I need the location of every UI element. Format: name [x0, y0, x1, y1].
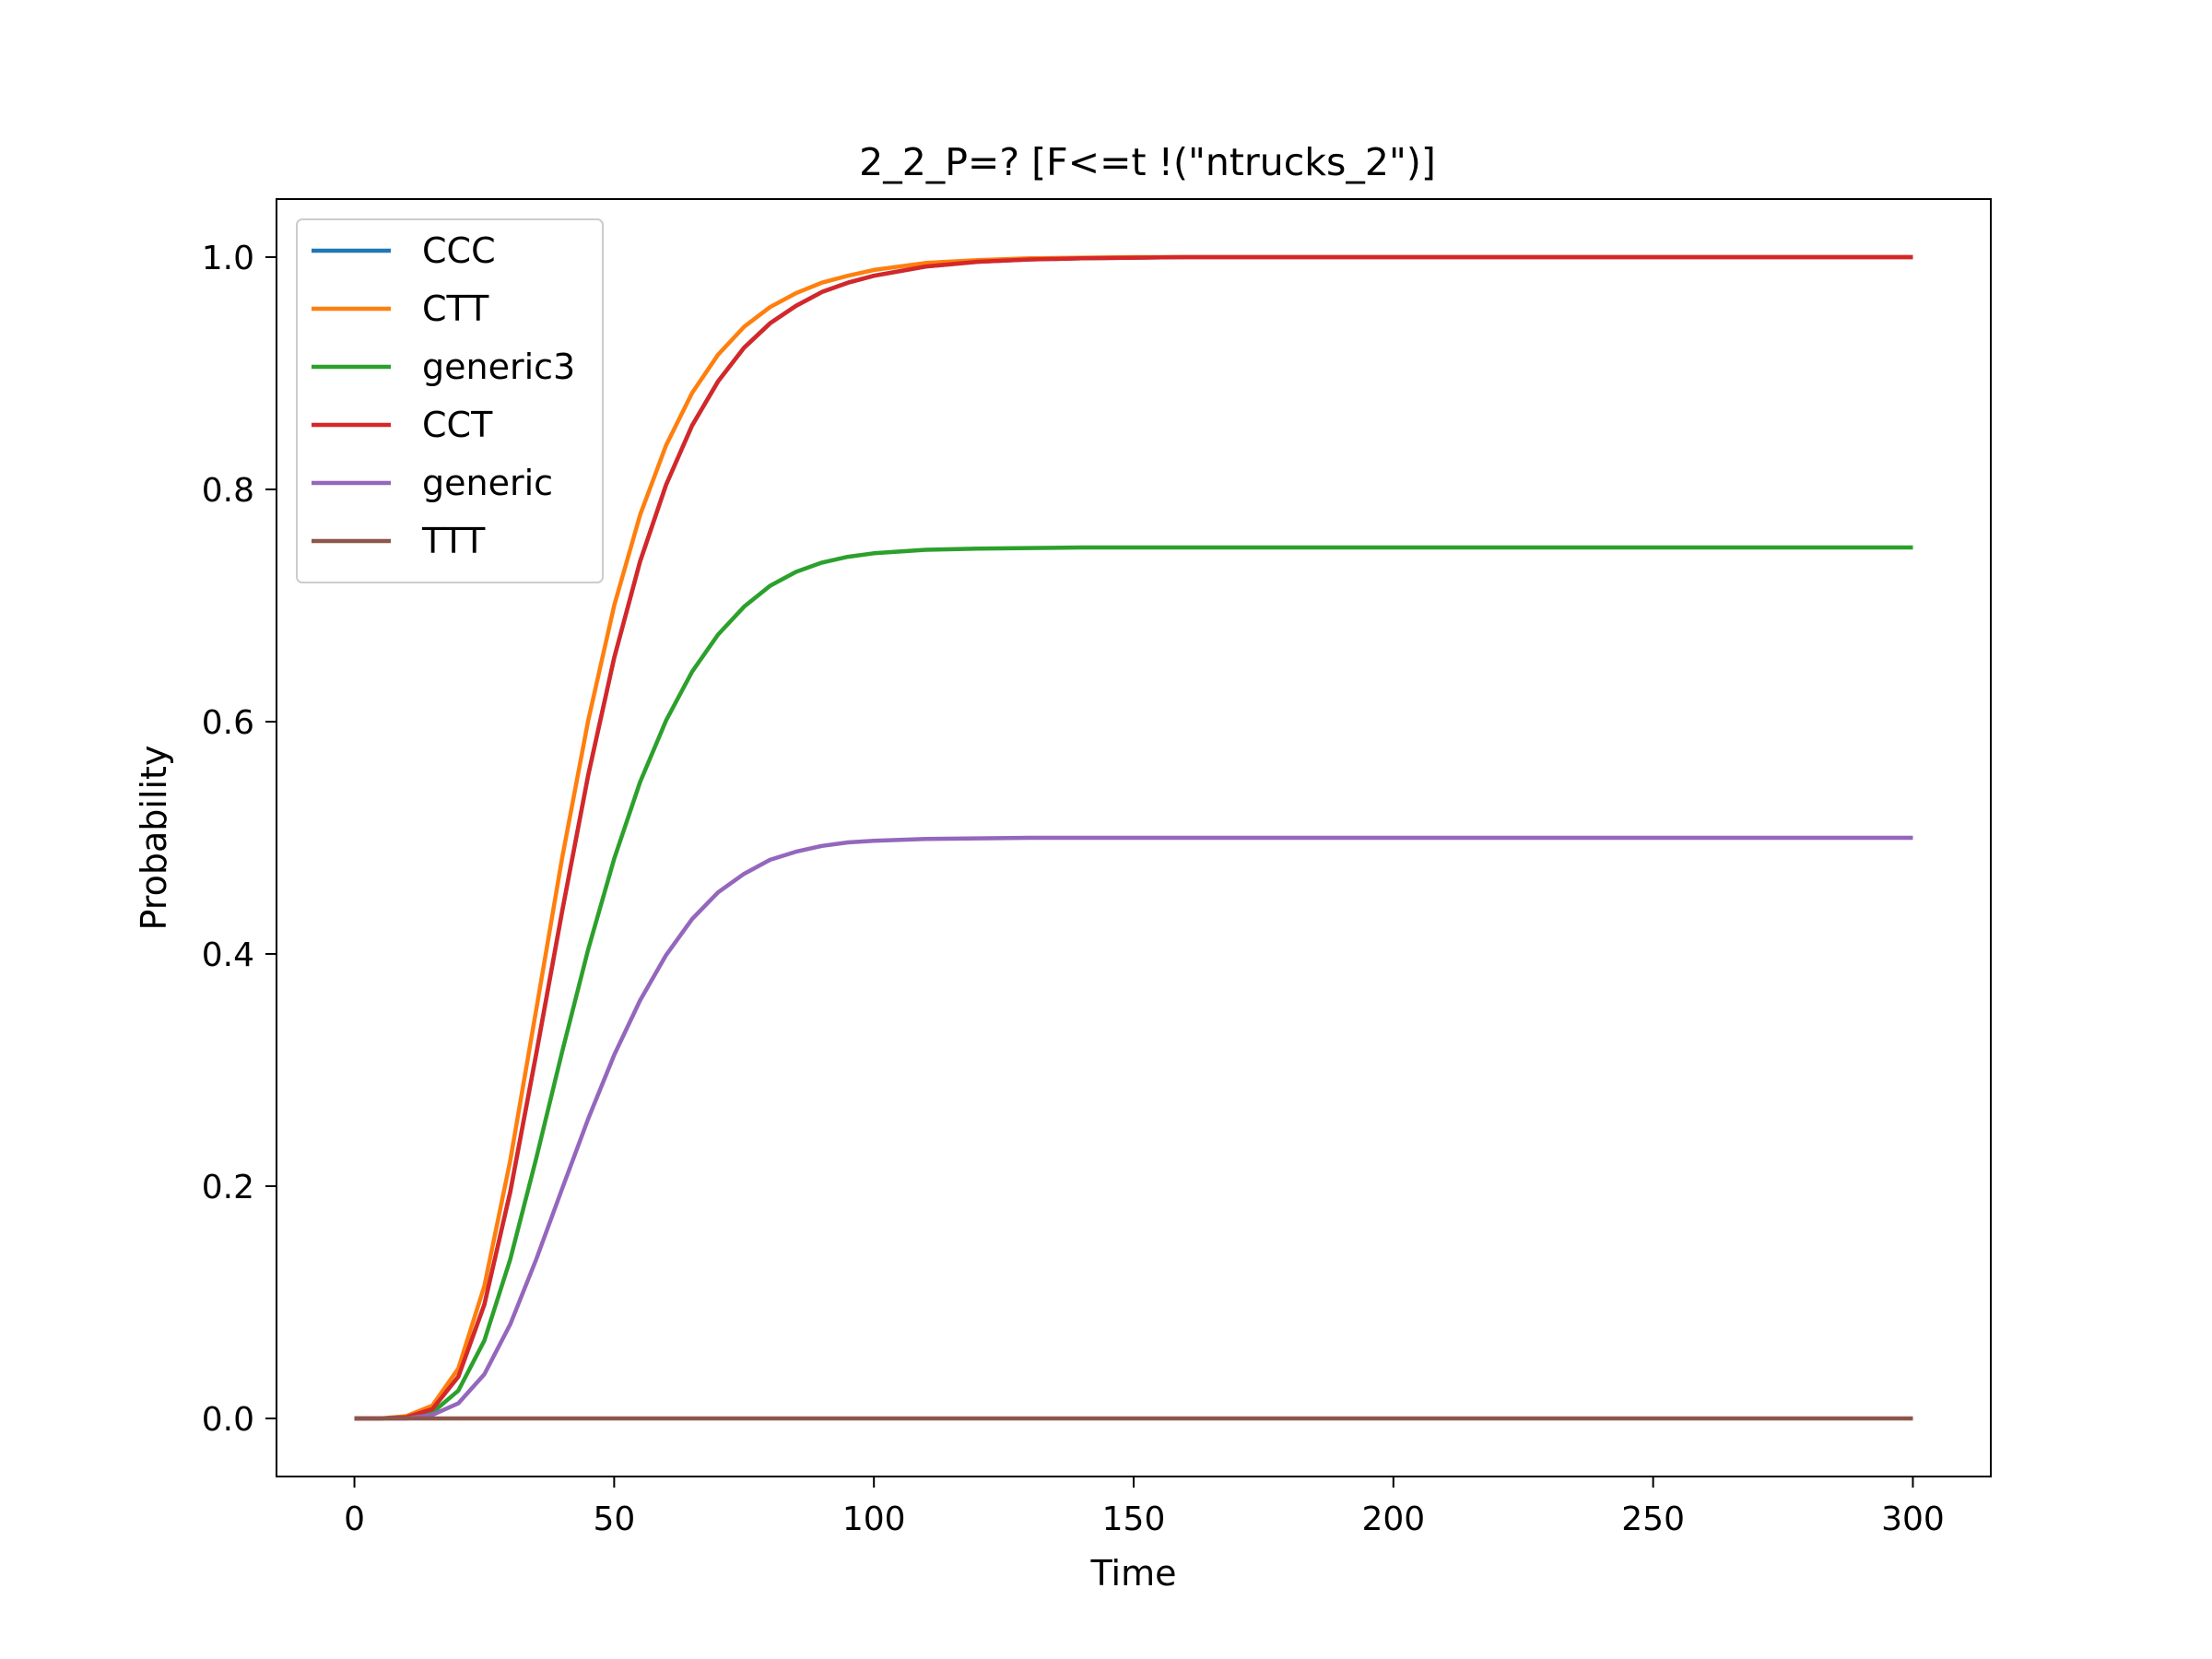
x-tick-label: 0: [344, 1500, 365, 1538]
y-tick-label: 0.8: [202, 472, 254, 510]
y-tick-label: 0.6: [202, 704, 254, 742]
y-axis: 0.0 0.2 0.4 0.6 0.8 1.0: [202, 240, 276, 1439]
legend-label-ctt: CTT: [422, 288, 489, 329]
x-tick-label: 150: [1102, 1500, 1166, 1538]
chart-title: 2_2_P=? [F<=t !("ntrucks_2")]: [859, 140, 1436, 184]
legend-label-cct: CCT: [422, 405, 493, 445]
y-axis-label: Probability: [134, 746, 174, 931]
y-tick-label: 0.0: [202, 1401, 254, 1439]
x-tick-label: 50: [593, 1500, 635, 1538]
legend-label-ccc: CCC: [422, 230, 496, 271]
series-line-generic3: [354, 545, 1913, 1421]
series-line-cct: [354, 254, 1913, 1421]
y-tick-label: 0.2: [202, 1169, 254, 1206]
y-tick-label: 1.0: [202, 240, 254, 277]
series-layer: [354, 254, 1913, 1421]
x-tick-label: 250: [1621, 1500, 1685, 1538]
legend-label-generic: generic: [422, 463, 553, 503]
x-tick-label: 100: [842, 1500, 906, 1538]
x-axis-label: Time: [1090, 1553, 1177, 1594]
x-tick-label: 300: [1881, 1500, 1945, 1538]
x-tick-label: 200: [1361, 1500, 1425, 1538]
legend: CCC CTT generic3 CCT generic TTT: [296, 218, 604, 583]
x-axis: 0 50 100 150 200 250 300: [344, 1477, 1945, 1538]
legend-label-ttt: TTT: [421, 521, 486, 561]
legend-label-generic3: generic3: [422, 347, 575, 387]
series-line-generic: [354, 835, 1913, 1421]
y-tick-label: 0.4: [202, 936, 254, 974]
